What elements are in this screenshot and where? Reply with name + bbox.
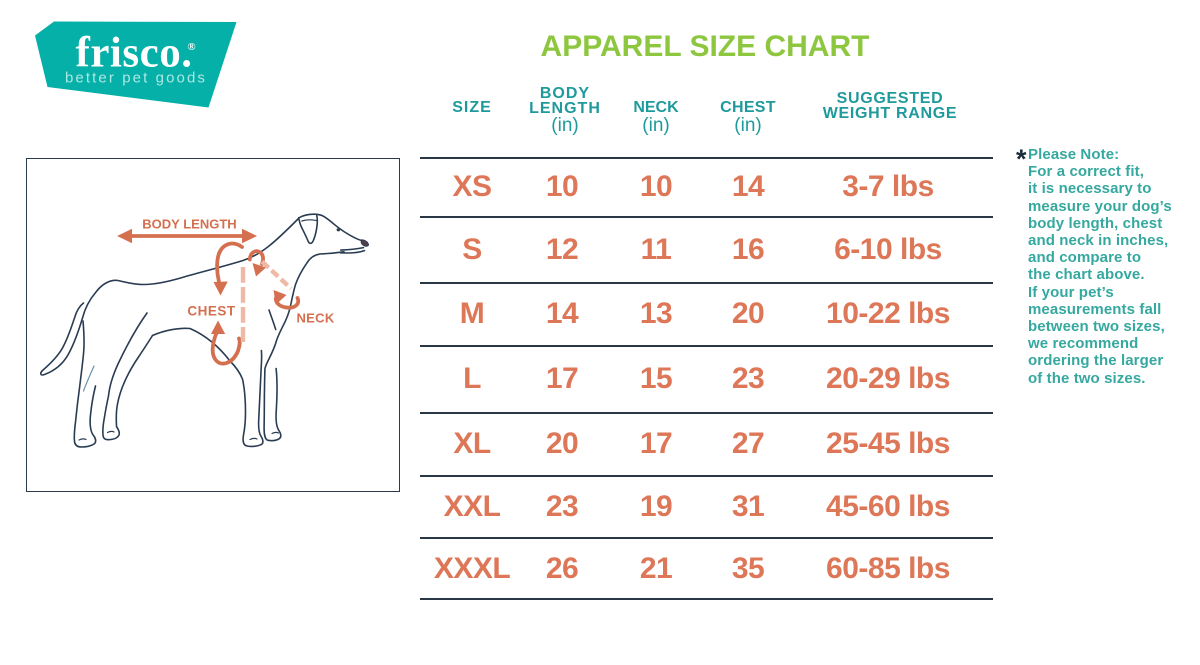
svg-text:better pet goods: better pet goods bbox=[65, 70, 207, 87]
svg-text:frisco.: frisco. bbox=[76, 30, 193, 77]
svg-text:NECK: NECK bbox=[296, 311, 334, 326]
svg-text:BODY LENGTH: BODY LENGTH bbox=[142, 217, 236, 232]
svg-text:®: ® bbox=[187, 41, 195, 53]
svg-text:CHEST: CHEST bbox=[187, 304, 236, 319]
